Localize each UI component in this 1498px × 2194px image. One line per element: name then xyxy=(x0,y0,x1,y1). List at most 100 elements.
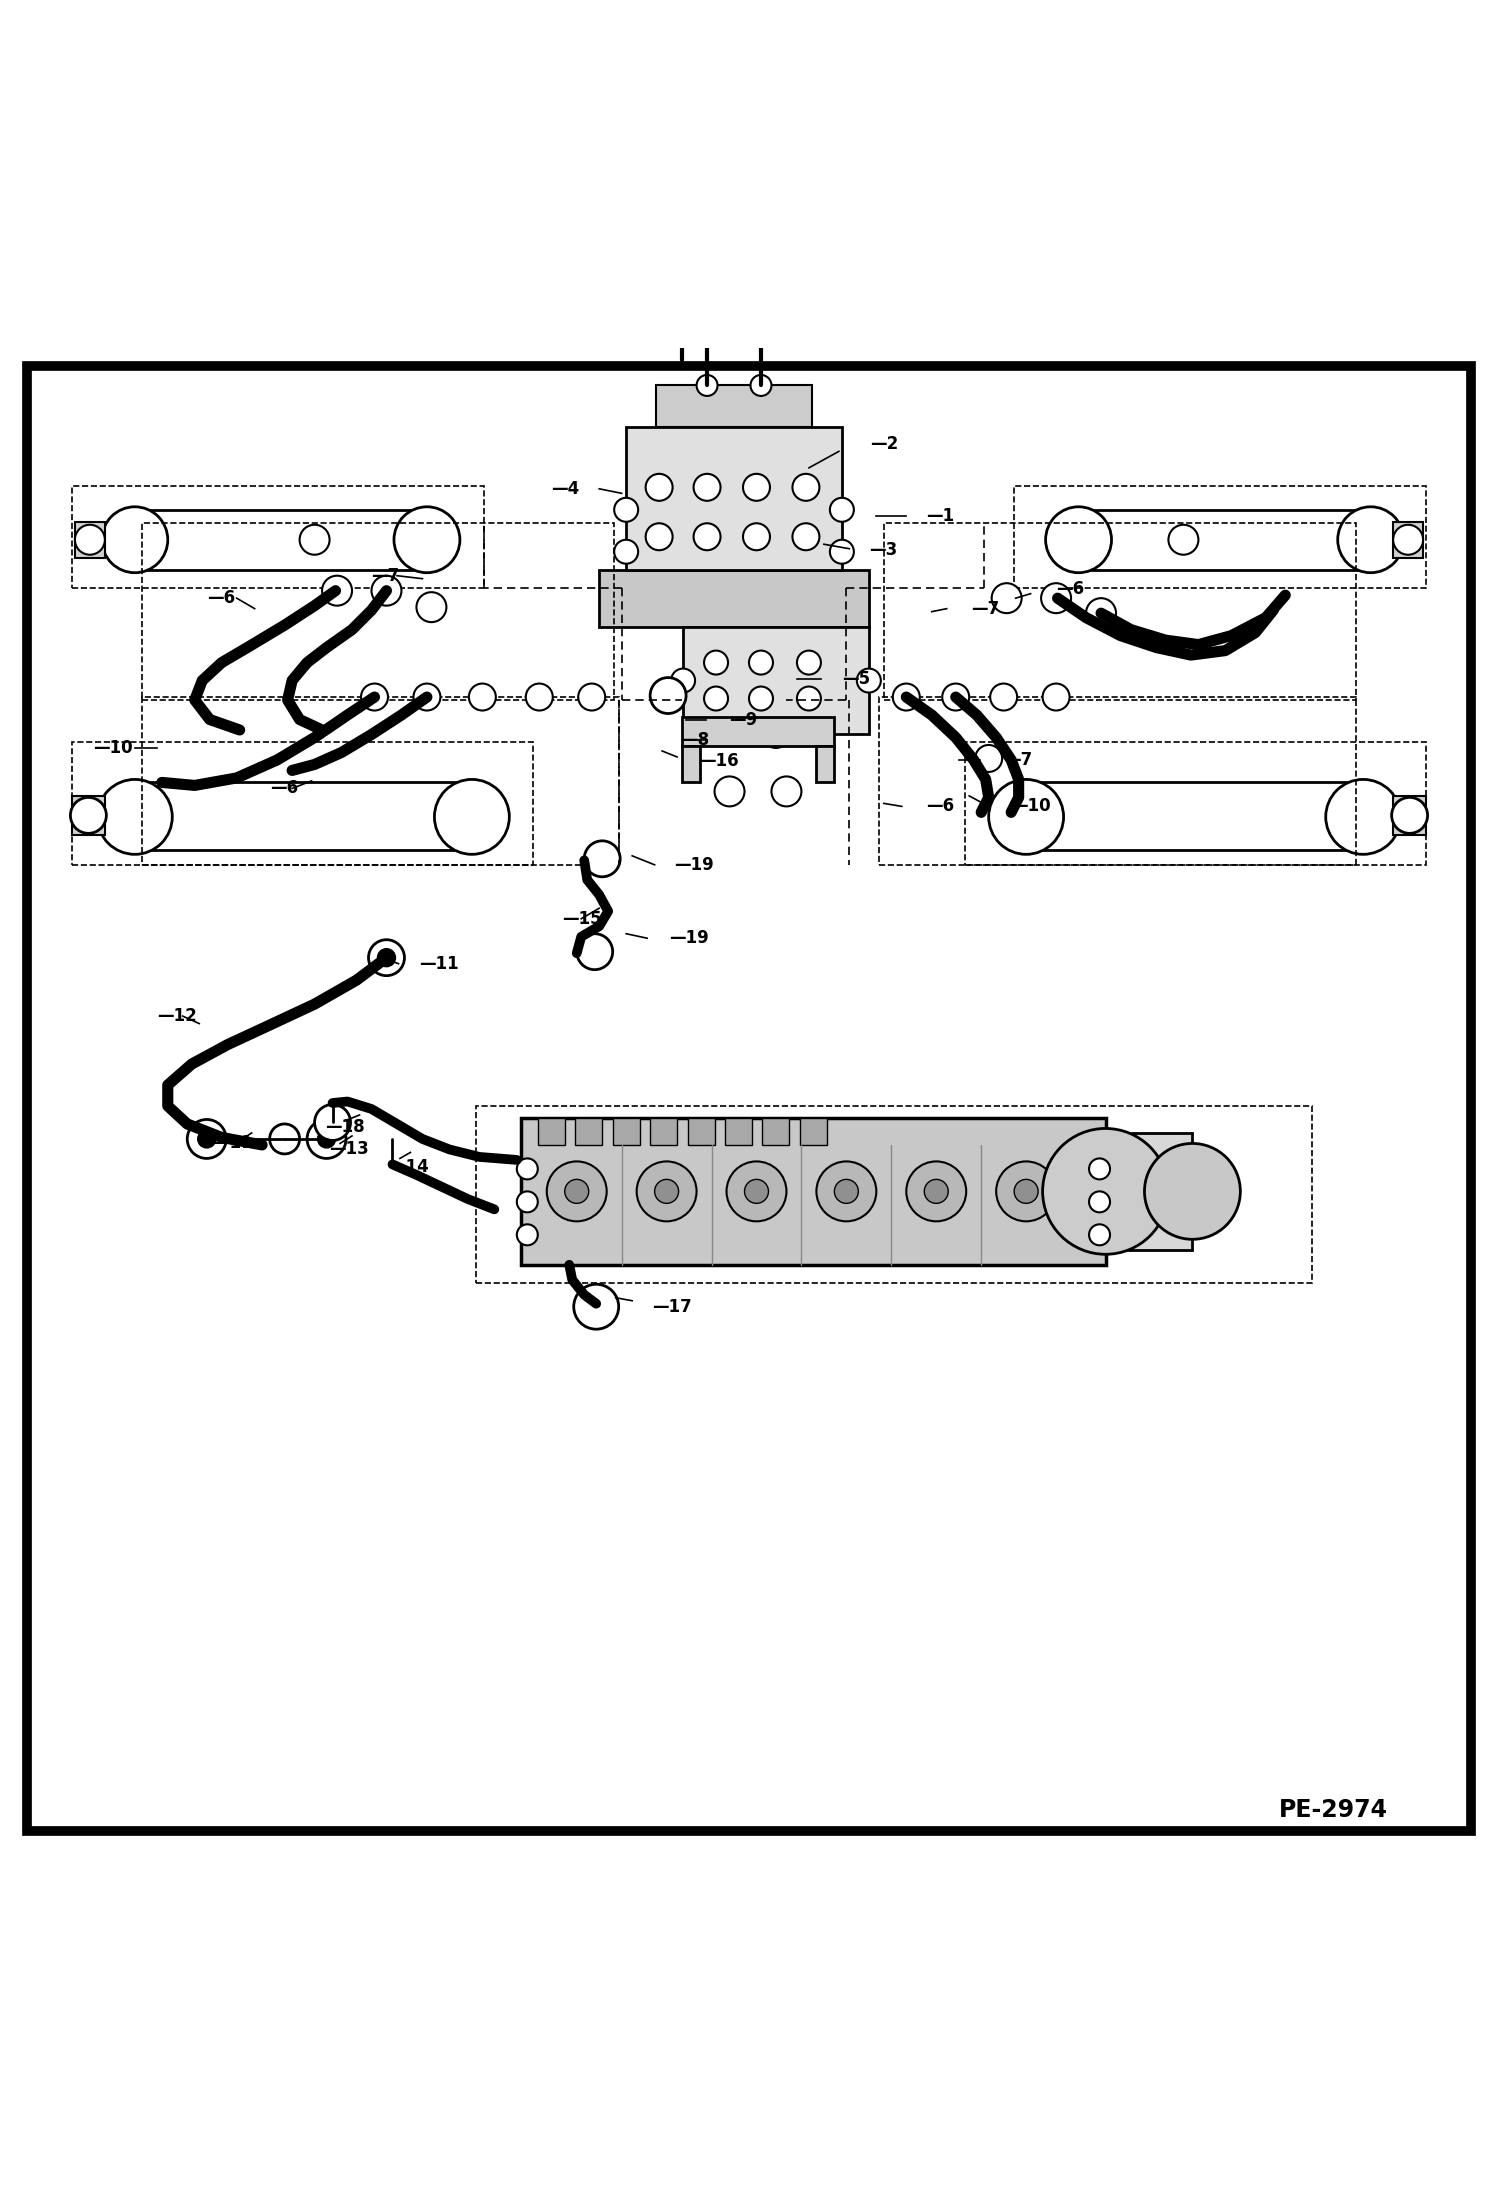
Circle shape xyxy=(745,1180,768,1202)
Bar xyxy=(142,522,614,700)
Bar xyxy=(142,698,619,864)
Bar xyxy=(656,386,812,428)
Bar xyxy=(879,698,1356,864)
Bar xyxy=(72,485,484,588)
Text: PE-2974: PE-2974 xyxy=(1279,1799,1387,1821)
Circle shape xyxy=(1046,507,1112,573)
Circle shape xyxy=(517,1191,538,1213)
Bar xyxy=(1014,485,1426,588)
Circle shape xyxy=(797,652,821,674)
Circle shape xyxy=(671,669,695,693)
Circle shape xyxy=(1338,507,1404,573)
Circle shape xyxy=(1393,524,1423,555)
Circle shape xyxy=(1168,524,1198,555)
Bar xyxy=(965,742,1426,864)
Circle shape xyxy=(637,1161,697,1222)
Bar xyxy=(75,522,105,557)
Circle shape xyxy=(434,779,509,853)
Text: —17: —17 xyxy=(652,1297,692,1316)
Text: —7: —7 xyxy=(971,599,999,619)
Bar xyxy=(816,746,834,783)
Circle shape xyxy=(694,522,721,551)
Text: —6: —6 xyxy=(1056,579,1085,599)
Bar xyxy=(476,1106,1312,1283)
Circle shape xyxy=(1086,599,1116,627)
Text: —11: —11 xyxy=(419,954,458,972)
Circle shape xyxy=(416,592,446,623)
Circle shape xyxy=(704,687,728,711)
Text: —19: —19 xyxy=(674,856,715,873)
Circle shape xyxy=(584,840,620,878)
Circle shape xyxy=(655,1180,679,1202)
Circle shape xyxy=(989,779,1064,853)
Bar xyxy=(762,1119,789,1145)
Circle shape xyxy=(614,498,638,522)
Circle shape xyxy=(942,685,969,711)
Circle shape xyxy=(975,746,1002,772)
Bar xyxy=(800,1119,827,1145)
Text: —6: —6 xyxy=(926,796,954,816)
Text: —16: —16 xyxy=(700,753,739,770)
Bar xyxy=(613,1119,640,1145)
Circle shape xyxy=(413,685,440,711)
Circle shape xyxy=(715,777,745,807)
Circle shape xyxy=(372,575,401,606)
Circle shape xyxy=(792,474,819,500)
Text: —12: —12 xyxy=(157,1007,198,1025)
Bar xyxy=(72,796,105,836)
Circle shape xyxy=(830,540,854,564)
Circle shape xyxy=(517,1224,538,1246)
Circle shape xyxy=(102,507,168,573)
Circle shape xyxy=(469,685,496,711)
Bar xyxy=(1393,522,1423,557)
Text: —6: —6 xyxy=(207,590,235,608)
Circle shape xyxy=(526,685,553,711)
Circle shape xyxy=(577,935,613,970)
Circle shape xyxy=(361,685,388,711)
Circle shape xyxy=(307,1119,346,1158)
Bar xyxy=(650,1119,677,1145)
Bar xyxy=(1026,783,1363,849)
Text: —6: —6 xyxy=(270,779,298,796)
Circle shape xyxy=(797,687,821,711)
Circle shape xyxy=(992,584,1022,612)
Bar xyxy=(1106,1132,1192,1251)
Circle shape xyxy=(743,474,770,500)
Circle shape xyxy=(1041,584,1071,612)
Circle shape xyxy=(70,796,106,834)
Text: —10: —10 xyxy=(93,739,132,757)
Circle shape xyxy=(750,375,771,395)
Circle shape xyxy=(704,652,728,674)
Circle shape xyxy=(394,507,460,573)
Circle shape xyxy=(697,375,718,395)
Text: —7: —7 xyxy=(372,566,400,584)
Text: —9: —9 xyxy=(730,711,758,728)
Circle shape xyxy=(762,722,789,748)
Bar xyxy=(884,522,1356,700)
Text: —11: —11 xyxy=(213,1134,252,1152)
Circle shape xyxy=(1043,685,1070,711)
Circle shape xyxy=(792,522,819,551)
Circle shape xyxy=(749,687,773,711)
Bar xyxy=(682,717,834,746)
Text: —8: —8 xyxy=(682,731,710,750)
Circle shape xyxy=(565,1180,589,1202)
Circle shape xyxy=(547,1161,607,1222)
Circle shape xyxy=(614,540,638,564)
Bar xyxy=(626,428,842,570)
Circle shape xyxy=(816,1161,876,1222)
Circle shape xyxy=(694,474,721,500)
Circle shape xyxy=(990,685,1017,711)
Text: —15: —15 xyxy=(562,911,601,928)
Bar xyxy=(683,627,869,735)
Circle shape xyxy=(857,669,881,693)
Circle shape xyxy=(1089,1158,1110,1180)
Circle shape xyxy=(369,939,404,976)
Circle shape xyxy=(300,524,330,555)
Bar xyxy=(521,1119,1106,1264)
Circle shape xyxy=(996,1161,1056,1222)
Text: —10: —10 xyxy=(1011,796,1050,816)
Bar xyxy=(1079,509,1371,570)
Circle shape xyxy=(574,1283,619,1330)
Text: —5: —5 xyxy=(842,669,870,689)
